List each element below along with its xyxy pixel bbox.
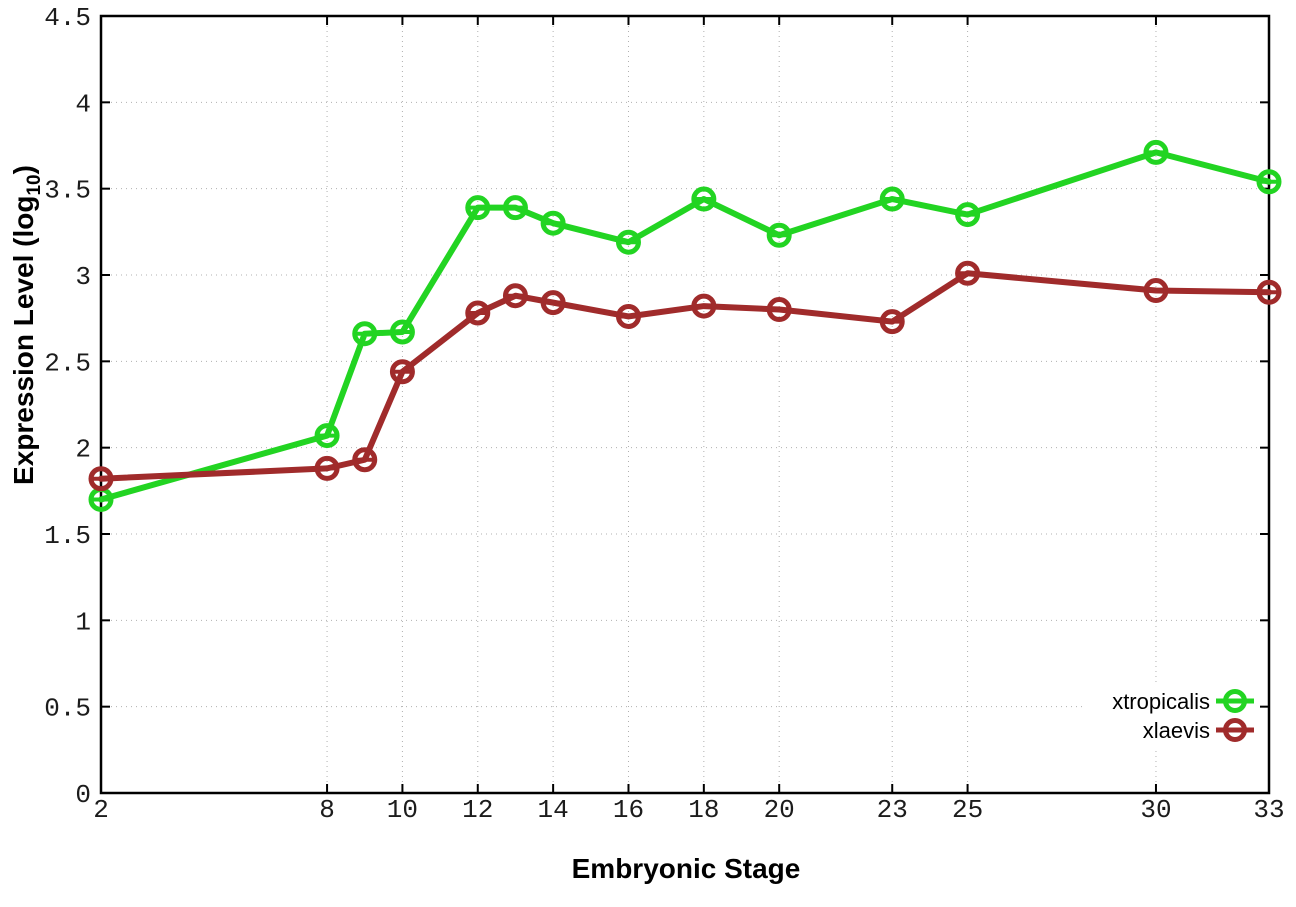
- data-point: [879, 309, 905, 335]
- data-point: [389, 359, 415, 385]
- series-xtropicalis: [88, 139, 1282, 512]
- x-tick-label: 8: [319, 795, 335, 825]
- data-point: [314, 423, 340, 449]
- x-tick-label: 20: [764, 795, 795, 825]
- legend-label-xlaevis: xlaevis: [1143, 718, 1210, 743]
- data-point: [615, 303, 641, 329]
- x-axis-title: Embryonic Stage: [572, 853, 801, 884]
- data-point: [1143, 278, 1169, 304]
- data-point: [540, 210, 566, 236]
- data-point: [766, 297, 792, 323]
- y-tick-label: 4.5: [44, 3, 91, 33]
- y-tick-label: 2: [75, 435, 91, 465]
- y-tick-label: 1.5: [44, 521, 91, 551]
- x-tick-label: 2: [93, 795, 109, 825]
- data-point: [314, 455, 340, 481]
- data-point: [352, 447, 378, 473]
- data-point: [352, 321, 378, 347]
- data-point: [465, 195, 491, 221]
- data-point: [389, 319, 415, 345]
- data-point: [879, 186, 905, 212]
- series-layer: [88, 139, 1282, 512]
- y-axis-title: Expression Level (log10): [8, 165, 45, 485]
- x-tick-label: 23: [877, 795, 908, 825]
- plot-border: [99, 14, 1271, 795]
- legend-sample-marker: [1223, 718, 1247, 742]
- y-axis-title-main: Expression Level (log: [8, 196, 39, 485]
- grid-layer: 2 8 10 12 14 16 18 20 23 25 30 33 0 0.5 1 1.5 2 2.5 3 3.5 4 4…: [44, 3, 1284, 825]
- y-tick-label: 0: [75, 780, 91, 810]
- y-tick-label: 3.5: [44, 176, 91, 206]
- y-tick-label: 4: [75, 89, 91, 119]
- series-line: [98, 149, 1272, 503]
- data-point: [1143, 139, 1169, 165]
- legend: xtropicalis xlaevis: [1083, 683, 1260, 750]
- data-point: [691, 186, 717, 212]
- data-point: [955, 260, 981, 286]
- data-point: [766, 222, 792, 248]
- legend-sample-marker: [1223, 689, 1247, 713]
- data-point: [615, 229, 641, 255]
- data-point: [1256, 279, 1282, 305]
- data-point: [88, 466, 114, 492]
- series-xlaevis: [88, 260, 1282, 492]
- data-point: [691, 293, 717, 319]
- y-tick-label: 0.5: [44, 694, 91, 724]
- y-axis-title-close: ): [8, 165, 39, 174]
- data-point: [955, 202, 981, 228]
- legend-label-xtropicalis: xtropicalis: [1112, 689, 1210, 714]
- data-point: [502, 283, 528, 309]
- data-point: [1256, 169, 1282, 195]
- data-point: [540, 290, 566, 316]
- y-tick-label: 1: [75, 607, 91, 637]
- x-tick-label: 16: [613, 795, 644, 825]
- data-point: [502, 195, 528, 221]
- x-tick-label: 14: [538, 795, 569, 825]
- legend-samples: [1216, 689, 1254, 742]
- x-tick-label: 30: [1140, 795, 1171, 825]
- x-tick-label: 18: [688, 795, 719, 825]
- data-point: [465, 300, 491, 326]
- x-tick-label: 25: [952, 795, 983, 825]
- x-tick-label: 33: [1253, 795, 1284, 825]
- y-tick-label: 2.5: [44, 348, 91, 378]
- y-axis-title-subscript: 10: [24, 174, 45, 195]
- y-tick-label: 3: [75, 262, 91, 292]
- x-tick-label: 12: [462, 795, 493, 825]
- series-line: [98, 270, 1272, 482]
- x-tick-label: 10: [387, 795, 418, 825]
